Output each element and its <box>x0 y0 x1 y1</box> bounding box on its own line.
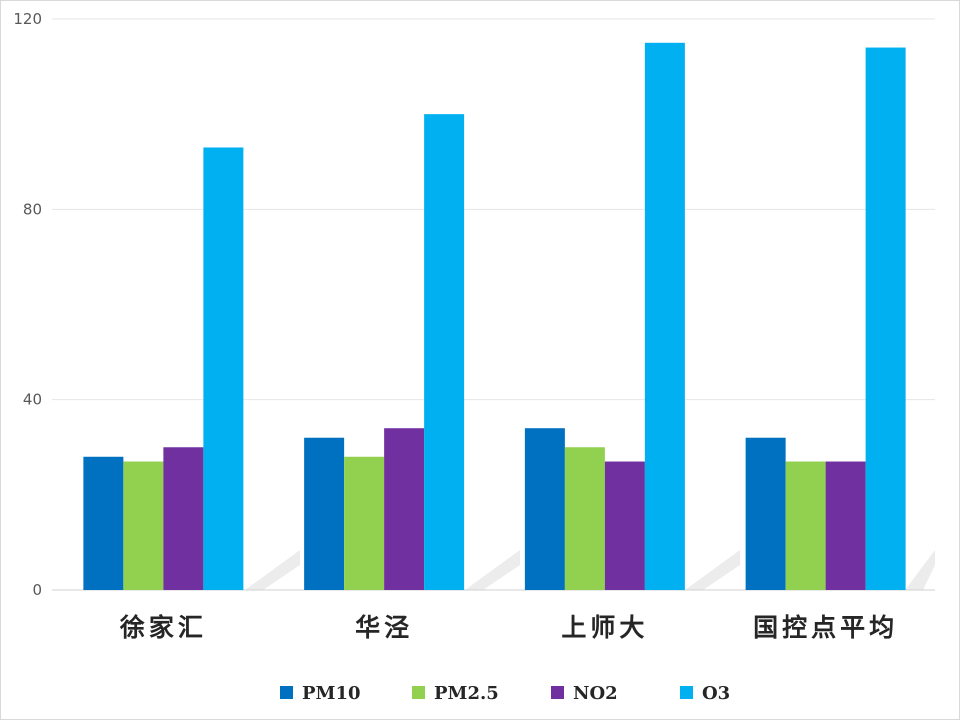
bar-o3-0 <box>203 147 244 590</box>
y-tick-label: 40 <box>23 391 42 409</box>
bars <box>83 42 906 591</box>
legend-label: O3 <box>702 683 730 704</box>
bar-o3-3 <box>865 47 906 591</box>
bar-no2-1 <box>384 428 425 590</box>
legend-swatch <box>551 686 564 699</box>
shadow-stripe <box>245 550 300 590</box>
bar-no2-0 <box>163 447 204 590</box>
y-axis-ticks: 0 40 80 120 <box>13 10 42 599</box>
bar-pm10-1 <box>304 437 345 590</box>
bar-pm25-1 <box>344 456 385 590</box>
category-label: 国控点平均 <box>753 613 898 642</box>
legend-label: PM10 <box>302 683 361 704</box>
shadow-stripe <box>685 550 740 590</box>
bar-no2-3 <box>825 461 866 590</box>
background-decoration <box>245 550 935 590</box>
x-axis-categories: 徐家汇 华泾 上师大 国控点平均 <box>119 613 898 642</box>
bar-pm25-0 <box>123 461 164 590</box>
bar-pm10-2 <box>524 428 565 590</box>
bar-pm10-0 <box>83 456 124 590</box>
shadow-stripe <box>905 550 935 590</box>
y-tick-label: 120 <box>13 10 42 28</box>
bar-no2-2 <box>604 461 645 590</box>
shadow-stripe <box>465 550 520 590</box>
bar-o3-1 <box>424 114 465 591</box>
bar-pm25-2 <box>564 447 605 590</box>
category-label: 徐家汇 <box>119 613 207 642</box>
legend-label: NO2 <box>573 683 618 704</box>
legend-swatch <box>280 686 293 699</box>
legend: PM10 PM2.5 NO2 O3 <box>280 683 730 704</box>
category-label: 华泾 <box>355 613 413 642</box>
bar-pm25-3 <box>785 461 826 590</box>
category-label: 上师大 <box>561 613 648 642</box>
y-tick-label: 80 <box>23 200 42 218</box>
legend-swatch <box>412 686 425 699</box>
bar-o3-2 <box>644 42 685 590</box>
bar-pm10-3 <box>745 437 786 590</box>
legend-swatch <box>680 686 693 699</box>
legend-label: PM2.5 <box>434 683 499 704</box>
y-tick-label: 0 <box>32 581 42 599</box>
